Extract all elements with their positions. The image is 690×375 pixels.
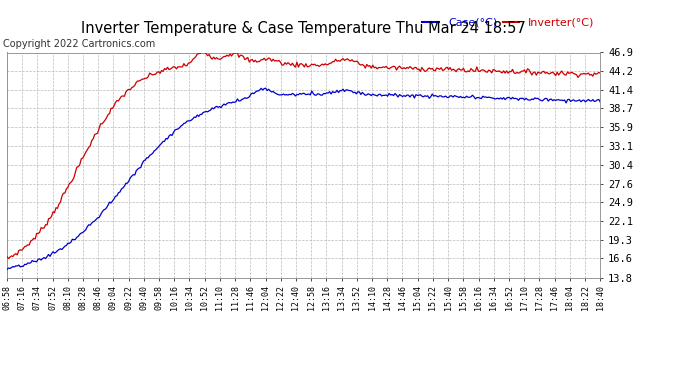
Legend: Case(°C), Inverter(°C): Case(°C), Inverter(°C): [422, 18, 595, 27]
Text: Inverter Temperature & Case Temperature Thu Mar 24 18:57: Inverter Temperature & Case Temperature …: [81, 21, 526, 36]
Text: Copyright 2022 Cartronics.com: Copyright 2022 Cartronics.com: [3, 39, 156, 50]
